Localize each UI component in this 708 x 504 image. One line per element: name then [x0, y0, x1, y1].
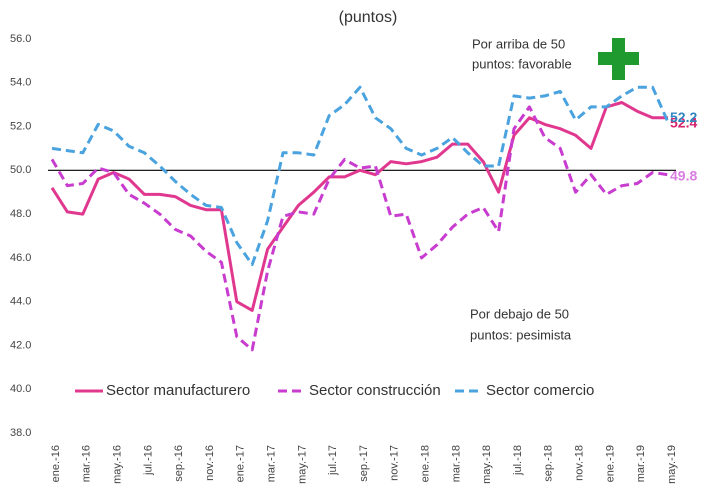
end-label: 52.2	[670, 109, 697, 125]
plus-icon	[598, 38, 639, 80]
x-tick-label: jul.-17	[327, 445, 339, 476]
series-line	[50, 105, 669, 352]
x-tick-label: nov.-18	[574, 445, 586, 481]
x-tick-label: nov.-16	[204, 445, 216, 481]
x-tick-label: mar.-19	[635, 445, 647, 482]
x-tick-label: mar.-17	[266, 445, 278, 482]
series-line	[51, 85, 670, 266]
x-tick-label: ene.-18	[420, 445, 432, 482]
y-tick-label: 52.0	[10, 120, 31, 132]
x-tick-label: sep.-16	[173, 445, 185, 482]
y-tick-label: 54.0	[10, 77, 31, 89]
x-tick-label: may.-18	[481, 445, 493, 484]
x-tick-label: may.-17	[296, 445, 308, 484]
x-tick-label: jul.-16	[142, 445, 154, 476]
end-label: 52.4	[670, 115, 697, 131]
y-tick-label: 44.0	[10, 296, 31, 308]
x-tick-label: sep.-17	[358, 445, 370, 482]
x-tick-label: ene.-16	[50, 445, 62, 482]
y-tick-label: 42.0	[10, 339, 31, 351]
annotation: Por arriba de 50	[472, 36, 565, 51]
series-line	[50, 101, 668, 312]
x-tick-label: ene.-19	[604, 445, 616, 482]
x-tick-label: jul.-18	[512, 445, 524, 476]
x-tick-label: mar.-16	[81, 445, 93, 482]
y-tick-label: 50.0	[10, 164, 31, 176]
x-tick-label: mar.-18	[450, 445, 462, 482]
y-tick-label: 38.0	[10, 427, 31, 439]
y-tick-label: 56.0	[10, 33, 31, 45]
x-tick-label: may.-16	[112, 445, 124, 484]
x-tick-label: sep.-18	[543, 445, 555, 482]
chart-title: (puntos)	[339, 9, 398, 26]
y-tick-label: 40.0	[10, 383, 31, 395]
x-tick-label: ene.-17	[235, 445, 247, 482]
annotation: puntos: pesimista	[470, 327, 572, 342]
x-tick-label: may.-19	[666, 445, 678, 484]
legend-label: Sector construcción	[309, 382, 441, 399]
annotation: puntos: favorable	[472, 56, 572, 71]
y-tick-label: 46.0	[10, 252, 31, 264]
y-tick-label: 48.0	[10, 208, 31, 220]
legend-label: Sector manufacturero	[106, 382, 250, 399]
legend-label: Sector comercio	[486, 382, 594, 399]
end-label: 49.8	[670, 167, 697, 183]
annotation: Por debajo de 50	[470, 306, 569, 321]
x-tick-label: nov.-17	[389, 445, 401, 481]
